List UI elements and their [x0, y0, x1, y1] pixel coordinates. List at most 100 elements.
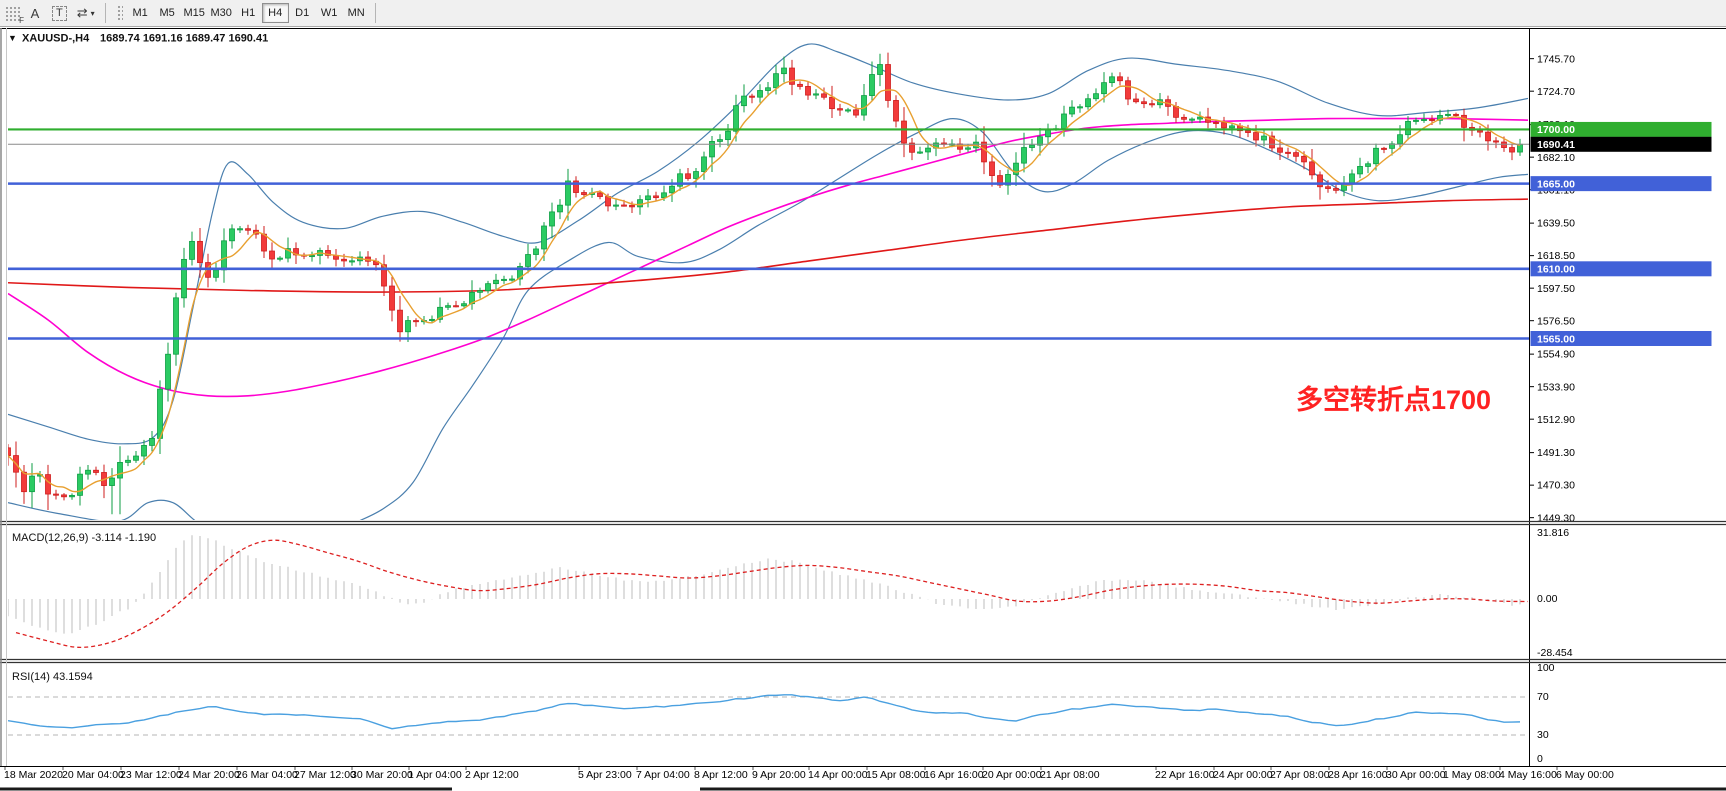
candle-body [813, 93, 819, 96]
candle-body [181, 258, 187, 299]
timeframe-button-H4[interactable]: H4 [261, 3, 289, 23]
time-tick-label: 9 Apr 20:00 [752, 769, 806, 781]
candle-body [525, 254, 531, 267]
candle-body [117, 462, 123, 479]
candle-body [461, 303, 467, 307]
candle-body [925, 147, 931, 153]
candle-body [909, 142, 915, 153]
time-tick-label: 1 May 08:00 [1443, 769, 1501, 781]
red-long-ma-line [8, 198, 1529, 293]
candle-body [1077, 106, 1083, 109]
symbol-dropdown-icon[interactable]: ▼ [8, 33, 17, 43]
annotation-letter-button[interactable]: A [24, 3, 46, 24]
price-axis[interactable]: 1745.701724.701703.101682.101661.101639.… [1529, 53, 1712, 765]
candle-body [517, 266, 523, 280]
candle-body [69, 494, 75, 498]
candle-body [789, 67, 795, 85]
price-tick-label: 1597.50 [1537, 283, 1575, 295]
timeframe-button-M1[interactable]: M1 [127, 3, 154, 23]
time-tick-label: 27 Mar 12:00 [294, 769, 356, 781]
price-tick-label: 1724.70 [1537, 86, 1575, 98]
time-tick-label: 22 Apr 16:00 [1155, 769, 1215, 781]
time-tick-label: 18 Mar 2020 [4, 769, 63, 781]
candle-body [1141, 101, 1147, 105]
candle-body [1013, 162, 1019, 175]
candle-body [501, 278, 507, 281]
candle-body [413, 320, 419, 323]
rsi-line [8, 694, 1521, 730]
candle-body [1221, 122, 1227, 129]
level-price-badge: 1565.00 [1537, 333, 1575, 345]
toolbar-separator [374, 3, 376, 23]
letter-a-icon: A [30, 5, 40, 21]
candle-body [109, 477, 115, 486]
toolbar-separator [104, 3, 106, 23]
text-box-button[interactable]: T [48, 3, 71, 24]
rsi-axis-label: 100 [1537, 662, 1555, 674]
price-tick-label: 1491.30 [1537, 447, 1575, 459]
candle-body [245, 228, 251, 231]
candle-body [85, 469, 91, 475]
candle-body [717, 139, 723, 142]
macd-signal-line [15, 539, 1529, 648]
candle-body [1149, 103, 1155, 106]
candle-body [197, 240, 203, 263]
candle-body [645, 195, 651, 201]
candle-body [1429, 118, 1435, 121]
timeframe-button-W1[interactable]: W1 [316, 3, 343, 23]
rsi-indicator-label: RSI(14) 43.1594 [12, 671, 93, 683]
candle-body [613, 204, 619, 207]
candle-body [509, 278, 515, 281]
candle-body [557, 204, 563, 213]
candle-body [669, 185, 675, 194]
candle-body [621, 204, 627, 207]
candle-body [1453, 113, 1459, 116]
price-tick-label: 1745.70 [1537, 53, 1575, 65]
timeframe-button-D1[interactable]: D1 [289, 3, 316, 23]
cursor-arrows-button[interactable]: ⇄ ▾ [73, 3, 99, 24]
window-borders [0, 28, 1726, 791]
toolbar: F A T ⇄ ▾ M1 M5 M15 M30 H1 H4 D1 W1 MN [0, 0, 1726, 27]
candle-body [877, 64, 883, 75]
candle-body [381, 264, 387, 287]
timeframe-button-MN[interactable]: MN [343, 3, 370, 23]
arrows-icon: ⇄ [76, 5, 88, 20]
timeframe-button-H1[interactable]: H1 [235, 3, 262, 23]
time-tick-label: 2 Apr 12:00 [465, 769, 519, 781]
macd-axis-label: 0.00 [1537, 593, 1558, 605]
timeframe-button-M30[interactable]: M30 [208, 3, 235, 23]
candle-body [1101, 82, 1107, 95]
candle-body [1285, 151, 1291, 154]
candle-body [1213, 121, 1219, 124]
candle-body [1253, 132, 1259, 141]
candle-body [917, 151, 923, 154]
candle-body [349, 260, 355, 263]
toolbar-grip-icon[interactable]: F [5, 5, 24, 25]
macd-panel [8, 535, 1529, 648]
time-tick-label: 24 Apr 00:00 [1213, 769, 1273, 781]
candle-body [389, 285, 395, 311]
candle-body [861, 95, 867, 116]
plot-area [8, 43, 1529, 520]
candle-body [573, 180, 579, 193]
candle-body [1197, 116, 1203, 120]
candle-body [661, 192, 667, 199]
candle-body [1093, 93, 1099, 100]
candle-body [709, 141, 715, 158]
candle-body [133, 455, 139, 461]
time-tick-label: 26 Mar 04:00 [236, 769, 298, 781]
timeframe-button-M15[interactable]: M15 [181, 3, 208, 23]
candle-body [1133, 98, 1139, 103]
candle-body [1509, 147, 1515, 153]
candle-body [309, 255, 315, 258]
candle-body [893, 100, 899, 122]
candle-body [541, 225, 547, 250]
level-price-badge-bg [1530, 330, 1712, 346]
price-tick-label: 1576.50 [1537, 315, 1575, 327]
timeframe-button-M5[interactable]: M5 [154, 3, 181, 23]
time-tick-label: 27 Apr 08:00 [1270, 769, 1330, 781]
candle-body [237, 228, 243, 231]
candle-body [437, 306, 443, 320]
